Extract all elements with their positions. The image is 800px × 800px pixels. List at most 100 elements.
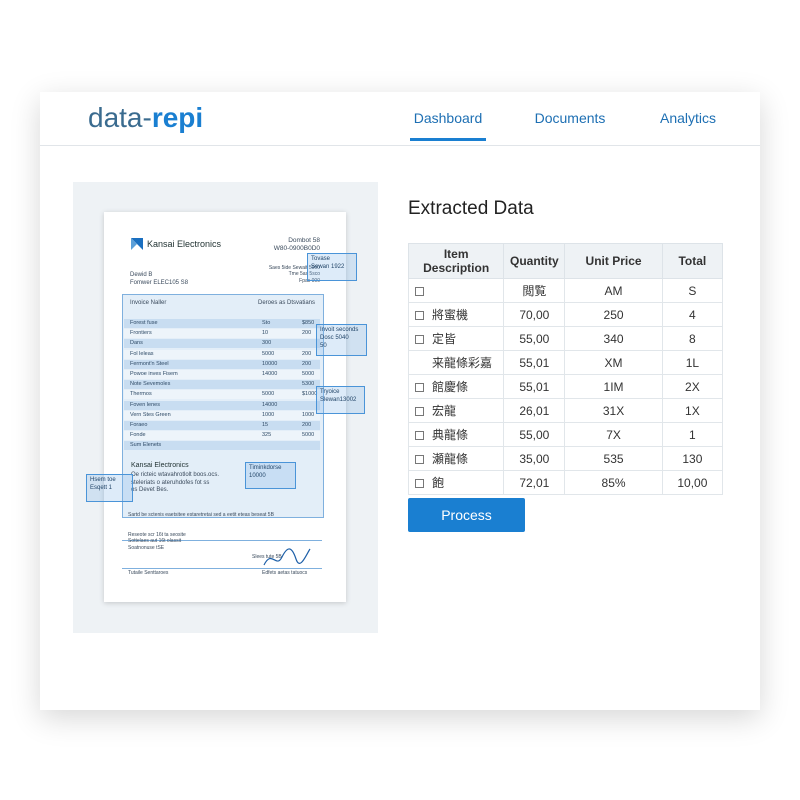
table-row: 瀬龍條 35,00 535 130 [407,446,724,471]
cell-text: 55,00 [519,427,550,442]
doc-cell: Sum Elenets [130,442,162,449]
table-cell: 来龍條彩嘉 [407,350,505,375]
table-row: 將蜜機 70,00 250 4 [407,302,724,327]
nav-link[interactable]: Dashboard [410,110,486,141]
table-cell: 10,00 [661,470,724,495]
cell-text: 1 [689,427,696,442]
table-cell: AM [564,278,663,303]
company-name: Kansai Electronics [147,239,222,249]
table-cell: S [661,278,724,303]
doc-cell: 5000 [262,391,275,398]
cell-text: XM [604,355,623,370]
doc-cell: Foraeo [130,422,148,428]
cell-text: 85% [601,475,626,490]
table-cell: 70,00 [503,302,566,327]
doc-cell: Fol leleas [130,350,154,357]
doc-line: Foraeo 15 200 [124,421,320,430]
nav-link[interactable]: Analytics [659,110,717,126]
doc-cell: 5300 [302,381,315,388]
doc-line: Powoe inves Fisem 14000 5000 [124,370,320,379]
row-checkbox[interactable] [415,335,424,345]
table-cell: 閲覧 [503,278,566,303]
table-row: 閲覧 AM S [407,278,724,303]
bill-to: Dewid B Fomwer ELEC105 S8 [130,272,189,286]
cell-text: AM [604,283,623,298]
process-button[interactable]: Process [408,498,525,532]
cell-text: 1IM [603,379,624,394]
cell-text: 250 [603,307,624,322]
doc-cell: 200 [302,422,312,428]
doc-cell: Dans [130,340,143,347]
doc-cell: Note Sevemoles [130,381,171,388]
doc-cell: 10000 [262,360,278,367]
doc-line: Dans 300 [124,339,320,349]
extracted-table: Item Description Quantity Unit Price Total 閲… [407,243,724,495]
bottom-left: Tutaile Senttaroes [128,570,169,576]
table-cell: 26,01 [503,398,566,423]
row-checkbox[interactable] [415,407,424,417]
cell-text: 閲覧 [522,284,547,298]
signature [263,548,311,566]
table-cell: 典龍條 [407,422,505,447]
doc-line: Sum Elenets [124,441,320,451]
company-logo-icon [131,238,143,250]
header-bar [40,92,760,146]
cell-text: 35,00 [519,451,550,466]
cell-text: 10,00 [677,475,708,490]
table-cell: 1IM [564,374,663,399]
doc-cell: 14000 [262,371,278,377]
table-cell: 1L [661,350,724,375]
table-header-row: Item Description Quantity Unit Price Total [407,243,724,279]
table-cell: 館慶條 [407,374,505,399]
cell-text: 535 [603,451,624,466]
table-cell: 72,01 [503,470,566,495]
cell-text: 55,01 [519,355,550,370]
cell-text: 將蜜機 [432,308,469,322]
cell-text: 72,01 [519,475,550,490]
footer-text: Oe ricteic wtavahrotlolt boos.ocs. stele… [131,472,220,493]
doc-cell: Thermos [130,391,152,398]
table-cell: 飽 [407,470,505,495]
cell-text: 130 [682,451,703,466]
row-checkbox[interactable] [415,431,424,441]
doc-cell: Vern Stes Green [130,411,171,418]
table-row: 宏龍 26,01 31X 1X [407,398,724,423]
table-cell: 85% [564,470,663,495]
cell-text: S [688,283,697,298]
cell-text: 2X [685,379,700,394]
footer-line: Sartd be sctenis eaetsitee estaretretai … [128,512,274,518]
logo[interactable]: data-repi [88,102,203,134]
table-row: 典龍條 55,00 7X 1 [407,422,724,447]
row-checkbox[interactable] [415,455,424,465]
cell-text: 館慶條 [432,380,469,394]
sign-right: Slees tute 5B [252,554,282,560]
doc-line: Fermont'n Steel 10000 200 [124,359,320,369]
nav-link[interactable]: Documents [534,110,606,126]
doc-cell: 5000 [262,350,275,357]
annotation-box: Tryoice Slewan13002 [316,386,365,414]
annotation-box: Tovase Sewan 1922 [307,253,357,281]
cell-text: 340 [603,331,624,346]
footer-company: Kansai Electronics [131,462,189,469]
table-cell: 55,01 [503,350,566,375]
table-cell [407,278,505,303]
doc-line: Thermos 5000 $1000 [124,390,320,400]
doc-cell: $850 [302,320,315,326]
cell-text: 70,00 [519,307,550,322]
cell-text: 来龍條彩嘉 [432,356,493,370]
cell-text: 55,00 [519,331,550,346]
column-header: Item Description [407,243,505,279]
table-cell: 35,00 [503,446,566,471]
row-checkbox[interactable] [415,383,424,393]
row-checkbox[interactable] [415,479,424,489]
detected-region [122,294,324,518]
table-cell: 宏龍 [407,398,505,423]
cell-text: 宏龍 [432,404,457,418]
cell-text: 4 [689,307,696,322]
logo-suffix: repi [151,102,204,133]
row-checkbox[interactable] [415,286,424,296]
cell-text: 55,01 [519,379,550,394]
row-checkbox[interactable] [415,311,424,321]
column-header: Quantity [503,243,566,279]
doc-cell: Foven lenes [130,401,160,408]
